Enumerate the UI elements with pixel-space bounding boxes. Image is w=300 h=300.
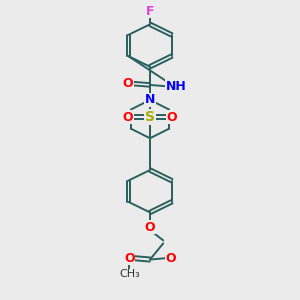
Text: O: O: [145, 221, 155, 234]
Text: O: O: [165, 252, 176, 265]
Text: O: O: [123, 110, 133, 124]
Text: CH₃: CH₃: [119, 269, 140, 279]
Text: O: O: [124, 252, 135, 265]
Text: O: O: [123, 77, 133, 90]
Text: O: O: [167, 110, 177, 124]
Text: F: F: [146, 4, 154, 18]
Text: NH: NH: [166, 80, 187, 93]
Text: S: S: [145, 110, 155, 124]
Text: N: N: [145, 94, 155, 106]
